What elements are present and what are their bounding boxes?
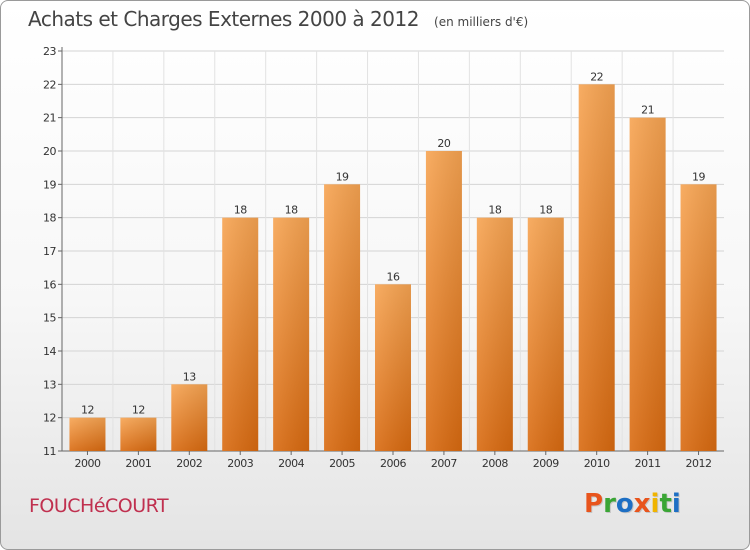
bar-shade [273,217,310,451]
bar-shade [222,217,259,451]
commune-name: FOUCHéCOURT [29,495,169,517]
logo-letter: x [633,489,651,519]
data-label: 13 [183,370,196,383]
x-tick-label: 2007 [431,457,457,470]
y-tick-label: 15 [43,312,56,325]
x-tick-label: 2000 [74,457,100,470]
y-tick-label: 14 [43,345,56,358]
x-tick-label: 2010 [584,457,610,470]
data-label: 21 [641,104,654,117]
data-label: 19 [692,170,705,183]
data-label: 12 [132,404,145,417]
y-tick-label: 22 [43,78,56,91]
y-tick-label: 19 [43,178,56,191]
data-label: 22 [590,70,603,83]
x-tick-label: 2003 [227,457,253,470]
logo-letter: i [650,489,660,519]
bars [69,84,717,452]
bar-shade [476,217,513,451]
y-tick-label: 12 [43,412,56,425]
bar-shade [120,417,157,451]
chart-title: Achats et Charges Externes 2000 à 2012 [28,7,419,31]
bar-shade [578,84,615,451]
data-label: 18 [234,204,247,217]
title-row: Achats et Charges Externes 2000 à 2012 (… [28,7,528,31]
x-tick-label: 2005 [329,457,355,470]
bar-shade [425,151,462,451]
bar-shade [680,184,717,452]
y-tick-label: 13 [43,378,56,391]
x-tick-label: 2012 [686,457,712,470]
logo-letter: o [615,489,634,519]
chart-subtitle: (en milliers d'€) [434,15,529,29]
x-tick-label: 2008 [482,457,508,470]
data-label: 18 [488,204,501,217]
bar-shade [527,217,564,451]
bar-shade [375,284,411,451]
logo-letter: r [603,489,616,519]
data-label: 12 [81,404,94,417]
data-label: 20 [437,137,450,150]
bar-shade [69,417,106,451]
x-tick-label: 2011 [635,457,661,470]
data-label: 19 [336,170,349,183]
y-tick-label: 17 [43,245,56,258]
y-tick-label: 20 [43,145,56,158]
data-label: 18 [539,204,552,217]
y-tick-label: 18 [43,212,56,225]
x-tick-label: 2004 [278,457,304,470]
x-tick-label: 2002 [176,457,202,470]
x-tick-label: 2006 [380,457,406,470]
logo-letter: i [671,489,681,519]
bar-shade [171,384,208,451]
y-tick-label: 23 [43,45,56,58]
data-label: 18 [285,204,298,217]
proxiti-logo: Proxiti [584,489,681,519]
logo-letter: t [659,489,672,519]
y-tick-label: 21 [43,112,56,125]
data-labels: 12 12 13 18 18 19 16 20 18 18 22 21 19 [81,70,706,416]
y-tick-label: 11 [43,445,56,458]
data-label: 16 [387,270,400,283]
bar-shade [324,184,361,452]
y-tick-label: 16 [43,278,56,291]
bar-shade [629,117,666,452]
x-tick-label: 2001 [125,457,151,470]
logo-letter: P [584,489,604,519]
x-tick-label: 2009 [533,457,559,470]
